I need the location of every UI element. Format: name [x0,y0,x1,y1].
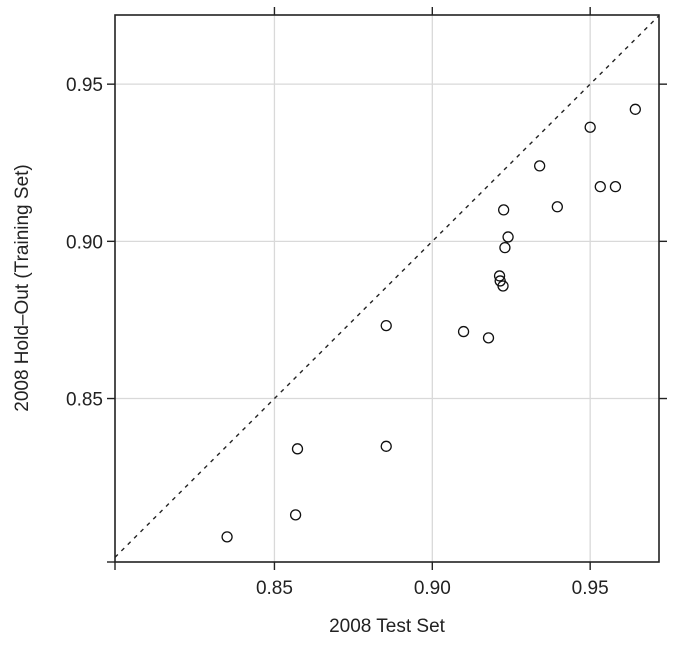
y-tick-label: 0.85 [66,390,103,411]
identity-reference-line [114,15,660,558]
x-tick-label: 0.85 [256,578,293,599]
y-tick-label: 0.95 [66,75,103,96]
data-point [594,180,606,193]
data-point [380,440,392,452]
data-points [221,103,641,543]
y-tick-label: 0.90 [66,232,103,253]
data-point [534,160,546,172]
x-tick-label: 0.90 [414,578,451,599]
data-point [493,270,506,282]
data-point [457,325,470,338]
axis-ticks: 0.85 0.90 0.95 0.85 0.90 0.95 [66,7,667,599]
data-point [497,280,509,292]
data-point [482,332,495,344]
data-point [584,121,596,133]
y-axis-label: 2008 Hold–Out (Training Set) [12,164,33,411]
grid-lines [115,15,659,562]
data-point [629,103,641,115]
data-point [289,509,302,521]
plot-frame [114,14,660,563]
data-point [551,201,563,213]
x-tick-label: 0.95 [572,578,609,599]
data-point [221,531,233,543]
data-point [380,319,392,332]
data-point [499,241,511,254]
data-point [498,204,510,216]
data-point [502,231,514,243]
x-axis-label: 2008 Test Set [329,616,446,637]
data-point [291,443,304,455]
data-point [609,180,622,193]
